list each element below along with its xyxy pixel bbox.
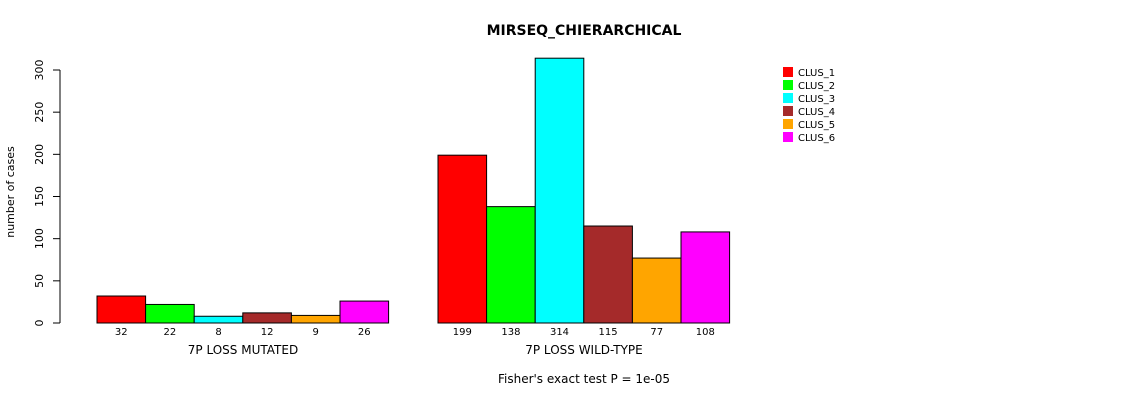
y-tick-label-0: 0 <box>33 320 46 327</box>
y-tick-label-50: 50 <box>33 274 46 288</box>
bar-group1-clus-2 <box>145 303 195 324</box>
bar-value-label: 115 <box>599 327 618 338</box>
bar-value-label: 138 <box>501 327 520 338</box>
bar-group2-clus-3 <box>534 57 585 324</box>
bar-value-label: 26 <box>358 327 371 338</box>
legend-swatch-5 <box>783 119 793 129</box>
bar-value-label: 314 <box>550 327 569 338</box>
legend-label-2: CLUS_2 <box>798 81 835 92</box>
y-axis: 0 50 100 150 200 250 300 <box>33 60 61 327</box>
legend-swatch-6 <box>783 132 793 142</box>
bar-value-label: 12 <box>261 327 274 338</box>
bar-group1-clus-3 <box>193 315 244 324</box>
bar-value-label: 9 <box>313 327 319 338</box>
bar-value-label: 108 <box>696 327 715 338</box>
bar-group2-clus-4 <box>583 225 633 324</box>
bar-value-label: 77 <box>650 327 663 338</box>
legend-swatch-2 <box>783 80 793 90</box>
bar-group1-clus-5 <box>290 314 341 324</box>
bar-group1-clus-4 <box>242 312 292 324</box>
bar-value-label: 199 <box>453 327 472 338</box>
chart-title: MIRSEQ_CHIERARCHICAL <box>487 23 682 39</box>
y-tick-label-100: 100 <box>33 228 46 249</box>
y-axis-label: number of cases <box>4 146 17 238</box>
bar-group2-clus-5 <box>631 257 682 324</box>
bars <box>96 57 731 324</box>
y-tick-label-200: 200 <box>33 144 46 165</box>
bar-group2-clus-2 <box>486 206 536 324</box>
fisher-test-footnote: Fisher's exact test P = 1e-05 <box>498 372 670 386</box>
bar-group1-clus-1 <box>96 295 147 324</box>
group-label-mutated: 7P LOSS MUTATED <box>188 343 298 357</box>
group-label-wild-type: 7P LOSS WILD-TYPE <box>525 343 642 357</box>
legend-label-3: CLUS_3 <box>798 94 835 105</box>
bar-group2-clus-1 <box>437 154 488 324</box>
legend: CLUS_1 CLUS_2 CLUS_3 CLUS_4 CLUS_5 CLUS_6 <box>783 67 835 144</box>
y-tick-label-250: 250 <box>33 102 46 123</box>
bar-value-label: 8 <box>215 327 221 338</box>
legend-label-5: CLUS_5 <box>798 120 835 131</box>
bar-group1-clus-6 <box>339 300 390 324</box>
bar-labels: 32 22 8 12 9 26 199 138 314 115 77 108 <box>115 327 715 338</box>
bar-value-label: 32 <box>115 327 128 338</box>
bar-value-label: 22 <box>164 327 177 338</box>
bar-group2-clus-6 <box>680 231 731 324</box>
legend-label-4: CLUS_4 <box>798 107 835 118</box>
legend-swatch-3 <box>783 93 793 103</box>
legend-swatch-1 <box>783 67 793 77</box>
legend-label-1: CLUS_1 <box>798 68 835 79</box>
legend-label-6: CLUS_6 <box>798 133 835 144</box>
legend-swatch-4 <box>783 106 793 116</box>
y-tick-label-300: 300 <box>33 60 46 81</box>
y-tick-label-150: 150 <box>33 186 46 207</box>
